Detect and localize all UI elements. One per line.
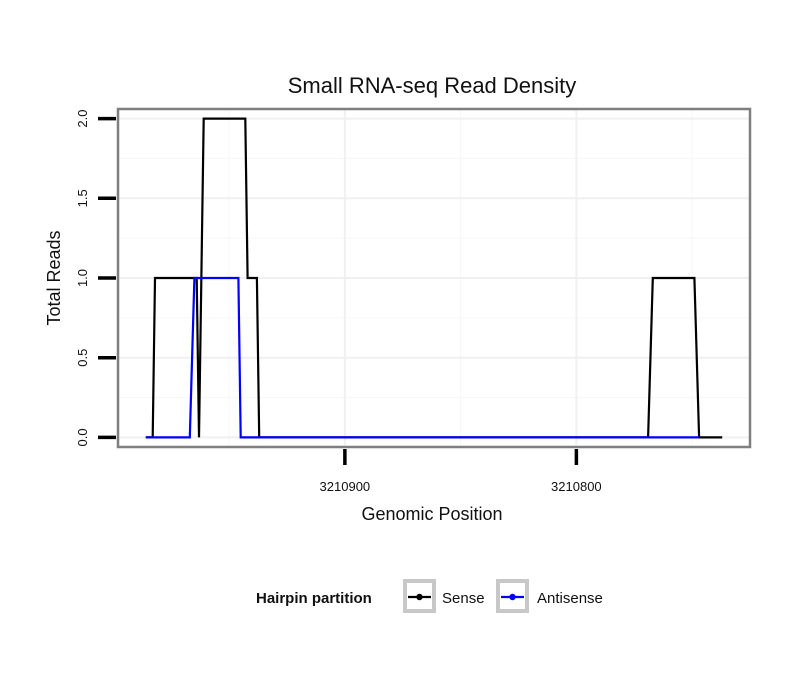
y-tick-label: 0.0 <box>75 428 90 446</box>
legend-item-sense: Sense <box>403 579 485 613</box>
x-tick-label: 3210800 <box>551 479 602 494</box>
legend-title: Hairpin partition <box>256 590 372 607</box>
series-line-antisense <box>145 276 700 439</box>
legend-item-antisense: Antisense <box>496 579 603 613</box>
y-tick-label: 1.5 <box>75 189 90 207</box>
legend-swatch-dot-antisense <box>509 593 516 601</box>
y-axis: 0.0 0.5 1.0 1.5 2.0 <box>75 110 116 446</box>
plot-panel <box>116 107 752 449</box>
x-axis-title: Genomic Position <box>361 504 502 524</box>
legend-swatch-dot-sense <box>416 593 423 601</box>
y-tick-label: 1.0 <box>75 269 90 287</box>
x-axis: 3210900 3210800 <box>320 449 602 494</box>
y-tick-label: 2.0 <box>75 110 90 128</box>
legend-label-antisense: Antisense <box>537 590 603 607</box>
y-tick-label: 0.5 <box>75 349 90 367</box>
legend: Hairpin partition Sense Antisense <box>256 579 603 613</box>
chart-title: Small RNA-seq Read Density <box>288 73 577 98</box>
series-layer <box>145 117 723 439</box>
legend-label-sense: Sense <box>442 590 485 607</box>
x-tick-label: 3210900 <box>320 479 371 494</box>
plot-border <box>116 107 752 449</box>
series-line-sense <box>145 117 723 439</box>
y-axis-title: Total Reads <box>44 230 64 325</box>
